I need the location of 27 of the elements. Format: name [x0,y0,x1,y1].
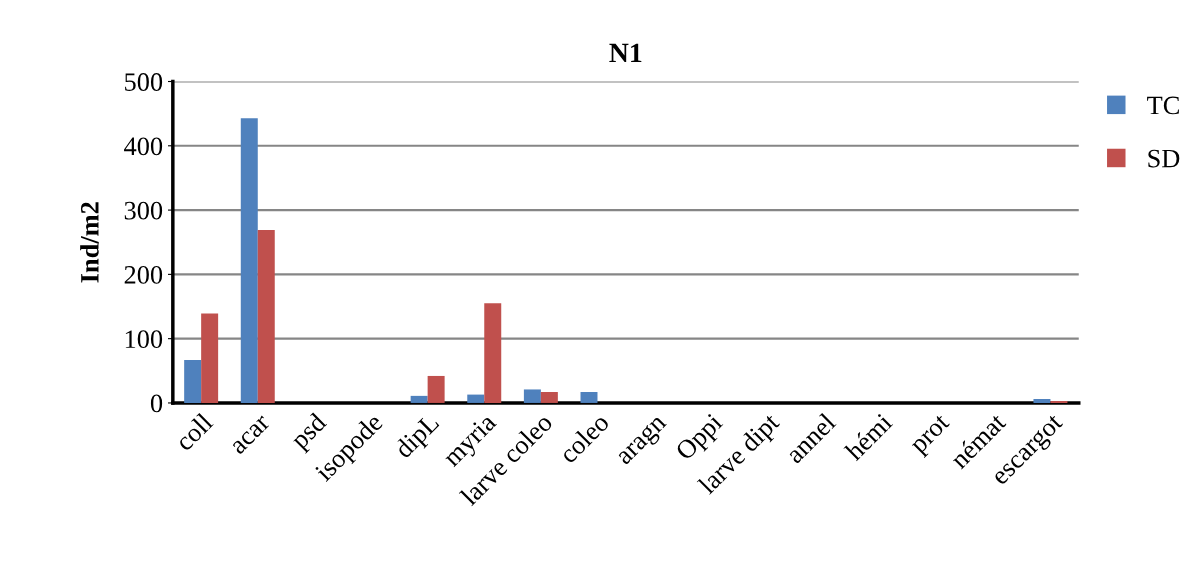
bar [201,313,219,403]
bar [580,392,598,403]
x-tick-label: coleo [557,411,610,465]
legend-label: SD [1148,149,1180,168]
bar [427,375,445,403]
x-tick-label: dipL [393,412,444,463]
y-tick-label: 500 [125,73,163,91]
y-tick-label: 400 [124,137,163,156]
bar [1033,399,1051,403]
chart-title: N1 [609,43,642,63]
bar [540,392,558,403]
legend-label: TC [1147,96,1179,115]
y-tick-label: 300 [124,201,163,220]
x-tick-label: acar [231,415,271,455]
bar [467,394,485,403]
y-tick-label: 100 [125,330,163,349]
bar [410,395,428,403]
bar [484,303,502,403]
bar [523,389,541,403]
y-axis-title: Ind/m2 [80,202,99,283]
y-tick-label: 200 [124,265,163,284]
bar [184,359,202,403]
bar [257,230,275,403]
bar [240,118,258,403]
x-tick-label: prot [909,413,955,458]
y-tick-label: 0 [150,394,163,413]
x-tick-label: coll [173,411,214,452]
